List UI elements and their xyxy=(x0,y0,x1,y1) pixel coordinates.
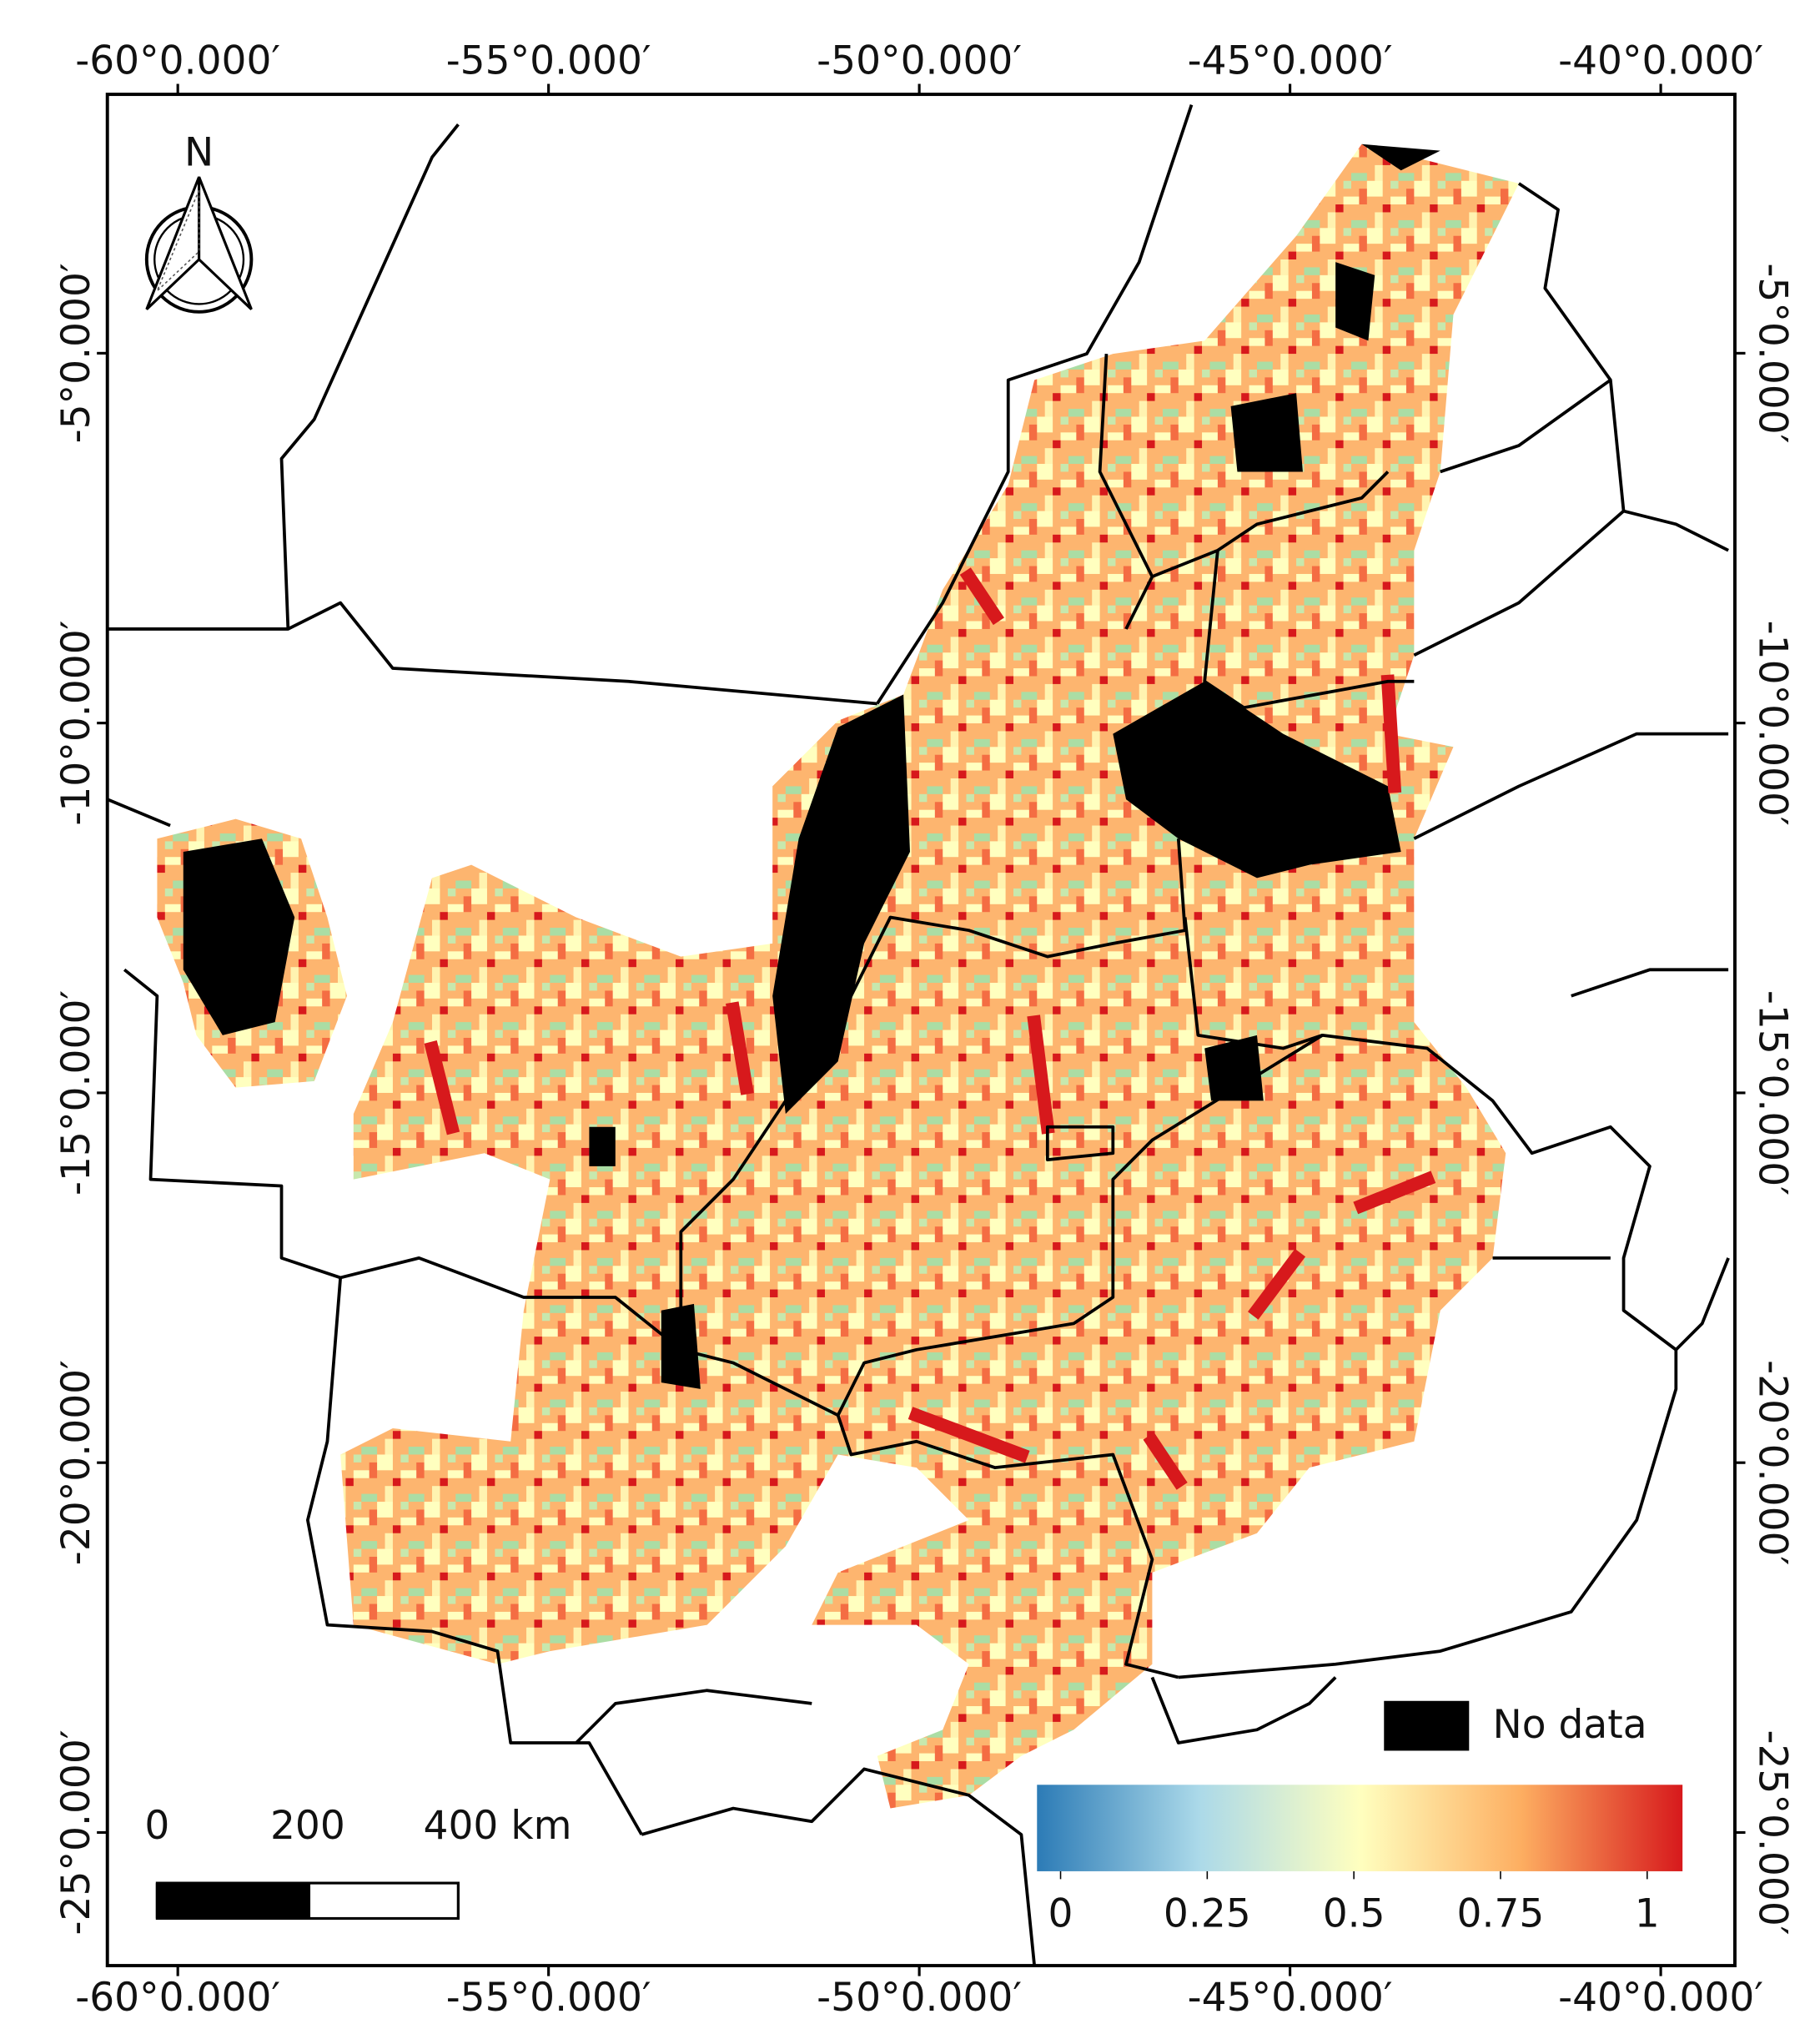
y-tick-label-left: -15°0.000′ xyxy=(53,990,99,1196)
y-tick-label-right: -10°0.000′ xyxy=(1749,621,1795,826)
boundaries xyxy=(106,104,1730,1966)
x-tick-label-bottom: -55°0.000′ xyxy=(446,1975,651,2021)
colorbar-tick-label: 0.25 xyxy=(1164,1890,1251,1936)
y-tick-label-left: -20°0.000′ xyxy=(53,1360,99,1565)
colorbar-tick-label: 0.5 xyxy=(1323,1890,1385,1936)
y-tick-label-right: -25°0.000′ xyxy=(1749,1729,1795,1935)
scalebar-label: 400 km xyxy=(424,1803,572,1849)
colorbar-tick-label: 1 xyxy=(1635,1890,1660,1936)
raster xyxy=(157,143,1519,1809)
y-tick-label-left: -5°0.000′ xyxy=(53,263,99,443)
scalebar-label: 0 xyxy=(144,1803,169,1849)
x-tick-label-top: -40°0.000′ xyxy=(1558,38,1763,83)
x-tick-label-bottom: -45°0.000′ xyxy=(1188,1975,1393,2021)
y-tick-label-right: -15°0.000′ xyxy=(1749,990,1795,1196)
x-tick-label-bottom: -60°0.000′ xyxy=(75,1975,280,2021)
x-tick-label-top: -60°0.000′ xyxy=(75,38,280,83)
y-tick-label-left: -10°0.000′ xyxy=(53,621,99,826)
scalebar-label: 200 xyxy=(270,1803,345,1849)
map-frame xyxy=(105,93,1737,1968)
nodata-label: No data xyxy=(1493,1702,1647,1748)
y-tick-label-left: -25°0.000′ xyxy=(53,1729,99,1935)
y-tick-label-right: -5°0.000′ xyxy=(1749,263,1795,443)
x-tick-label-top: -50°0.000′ xyxy=(817,38,1022,83)
colorbar-tick-label: 0.75 xyxy=(1457,1890,1545,1936)
x-tick-label-top: -45°0.000′ xyxy=(1188,38,1393,83)
scalebar-fill xyxy=(157,1883,311,1919)
north-arrow: N xyxy=(144,129,254,314)
colorbar-tick-label: 0 xyxy=(1048,1890,1073,1936)
colorbar xyxy=(1037,1785,1683,1871)
nodata-swatch xyxy=(1384,1700,1470,1751)
x-tick-label-top: -55°0.000′ xyxy=(446,38,651,83)
x-tick-label-bottom: -50°0.000′ xyxy=(817,1975,1022,2021)
north-label: N xyxy=(184,129,214,175)
y-tick-label-right: -20°0.000′ xyxy=(1749,1360,1795,1565)
x-tick-label-bottom: -40°0.000′ xyxy=(1558,1975,1763,2021)
